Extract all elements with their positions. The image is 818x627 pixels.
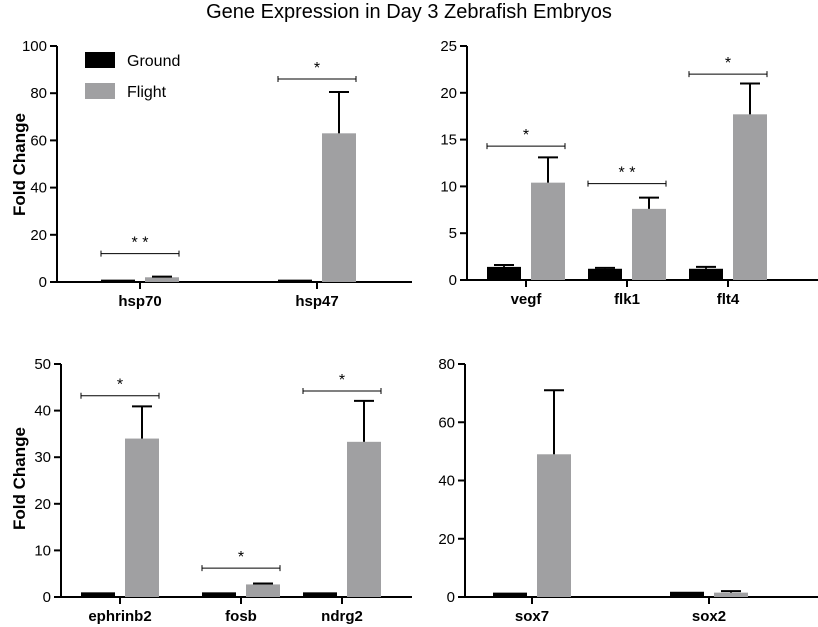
bar-ground-fosb (202, 592, 236, 597)
bar-flight-vegf (531, 182, 565, 280)
figure-title: Gene Expression in Day 3 Zebrafish Embry… (206, 1, 612, 23)
x-tick-label: hsp70 (118, 293, 161, 310)
y-tick-label: 0 (447, 589, 455, 606)
bar-ground-hsp47 (278, 279, 312, 282)
y-tick-label: 50 (34, 356, 51, 373)
y-tick-label: 15 (440, 132, 457, 149)
y-tick-label: 60 (438, 414, 455, 431)
bar-flight-hsp47 (322, 133, 356, 282)
legend: Ground Flight (85, 52, 180, 101)
y-tick-label: 40 (438, 473, 455, 490)
bar-ground-flk1 (588, 268, 622, 280)
significance-label: * (117, 377, 123, 394)
y-tick-label: 10 (440, 178, 457, 195)
x-tick-label: sox7 (515, 608, 549, 625)
x-tick-label: flk1 (614, 291, 640, 308)
significance-label: * (523, 127, 529, 144)
bar-flight-ndrg2 (347, 441, 381, 597)
x-tick-label: vegf (511, 291, 543, 308)
chart-panel-2: 0 5 10 15 20 25 vegf flk1 flt4 * * * * (440, 38, 818, 308)
y-tick-label: 30 (34, 449, 51, 466)
legend-label-ground: Ground (127, 53, 180, 70)
bar-ground-flt4 (689, 268, 723, 280)
significance-label: * (339, 372, 345, 389)
x-tick-label: ephrinb2 (88, 608, 151, 625)
bar-flight-flt4 (733, 114, 767, 280)
legend-swatch-flight (85, 83, 115, 99)
bar-flight-hsp70 (145, 277, 179, 282)
y-tick-label: 40 (34, 403, 51, 420)
bar-ground-ephrinb2 (81, 592, 115, 597)
bar-ground-sox2 (670, 591, 704, 597)
y-tick-label: 10 (34, 542, 51, 559)
y-tick-label: 20 (438, 531, 455, 548)
y-tick-label: 80 (30, 85, 47, 102)
y-tick-label: 80 (438, 356, 455, 373)
significance-label: * (238, 549, 244, 566)
significance-label: * (725, 55, 731, 72)
bar-flight-ephrinb2 (125, 438, 159, 597)
bar-flight-flk1 (632, 208, 666, 280)
bar-ground-sox7 (493, 592, 527, 597)
y-tick-label: 25 (440, 38, 457, 55)
x-tick-label: sox2 (692, 608, 726, 625)
significance-label: * * (132, 235, 149, 252)
y-tick-label: 100 (22, 38, 47, 55)
legend-label-flight: Flight (127, 84, 167, 101)
significance-label: * (314, 60, 320, 77)
x-tick-label: ndrg2 (321, 608, 363, 625)
chart-panel-1: 0 20 40 60 80 100 hsp70 hsp47 * * * (22, 38, 412, 310)
y-tick-label: 0 (449, 272, 457, 289)
bar-ground-vegf (487, 266, 521, 280)
y-tick-label: 20 (34, 496, 51, 513)
significance-label: * * (619, 165, 636, 182)
chart-panel-4: 0 20 40 60 80 sox7 sox2 (438, 356, 818, 625)
x-tick-label: flt4 (717, 291, 740, 308)
x-tick-label: hsp47 (295, 293, 338, 310)
y-tick-label: 0 (39, 274, 47, 291)
bar-flight-sox7 (537, 454, 571, 597)
y-tick-label: 20 (30, 227, 47, 244)
bar-flight-sox2 (714, 592, 748, 597)
y-tick-label: 0 (43, 589, 51, 606)
y-tick-label: 60 (30, 132, 47, 149)
y-tick-label: 20 (440, 85, 457, 102)
y-tick-label: 5 (449, 225, 457, 242)
x-tick-label: fosb (225, 608, 257, 625)
chart-panel-3: 0 10 20 30 40 50 ephrinb2 fosb ndrg2 * * * (34, 356, 412, 625)
bar-ground-ndrg2 (303, 592, 337, 597)
legend-swatch-ground (85, 52, 115, 68)
bar-flight-fosb (246, 584, 280, 597)
bar-ground-hsp70 (101, 279, 135, 282)
y-tick-label: 40 (30, 180, 47, 197)
